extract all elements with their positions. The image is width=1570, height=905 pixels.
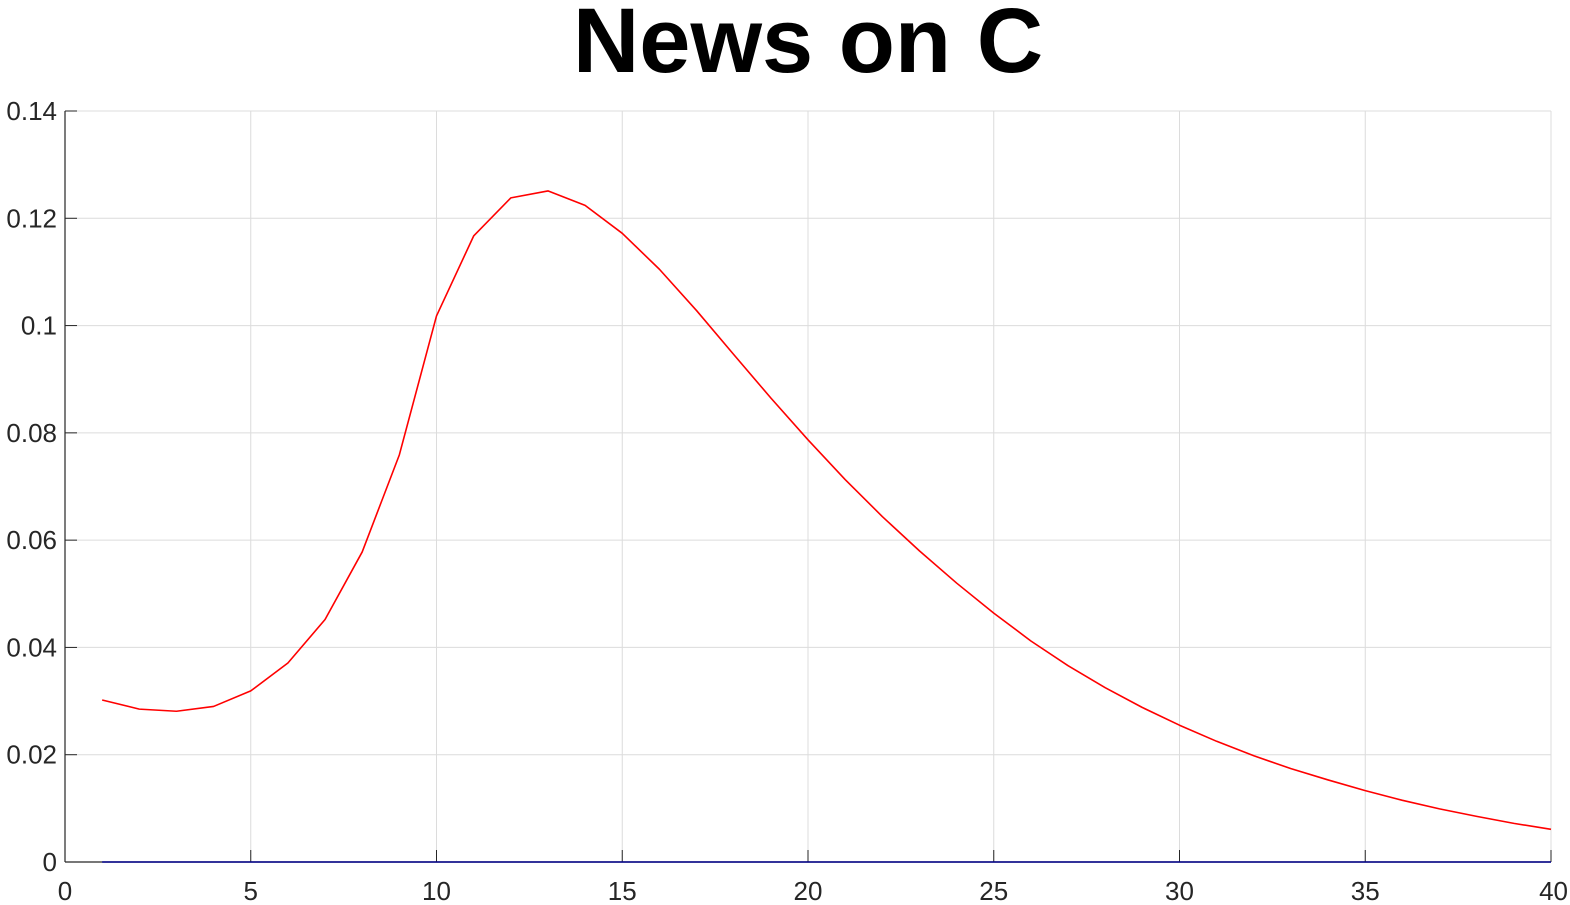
x-tick-label: 20: [794, 876, 823, 905]
series-line-1: [101, 190, 1552, 831]
x-tick-label: 15: [608, 876, 637, 905]
y-tick-label: 0.04: [6, 632, 57, 662]
x-tick-label: 0: [58, 876, 72, 905]
x-tick-label: 30: [1165, 876, 1194, 905]
x-tick-label: 10: [422, 876, 451, 905]
y-tick-label: 0.02: [6, 740, 57, 770]
y-tick-label: 0.1: [21, 311, 57, 341]
y-tick-label: 0.06: [6, 525, 57, 555]
x-tick-label: 40: [1539, 876, 1568, 905]
tick-labels: 0 5 10 15 20 25 30 35 40 0 0.02 0.04 0.06 0.08 0.1 0.12…: [6, 96, 1568, 905]
chart-title: News on C: [572, 0, 1044, 92]
grid: [65, 110, 1552, 862]
y-tick-label: 0.08: [6, 418, 57, 448]
x-tick-label: 5: [244, 876, 258, 905]
y-tick-label: 0: [43, 847, 57, 877]
y-tick-label: 0.14: [6, 96, 57, 126]
x-tick-label: 35: [1351, 876, 1380, 905]
y-tick-label: 0.12: [6, 203, 57, 233]
x-tick-label: 25: [979, 876, 1008, 905]
series-lines: [101, 190, 1552, 863]
